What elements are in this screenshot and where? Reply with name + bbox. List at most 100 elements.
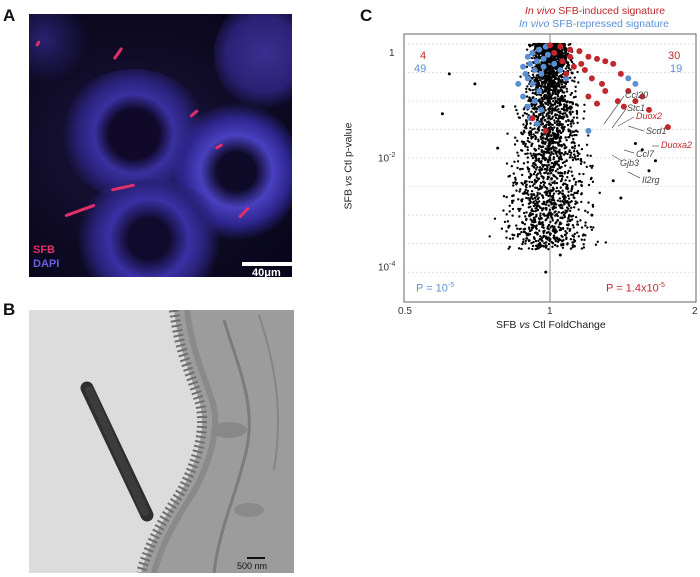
data-point (573, 245, 577, 248)
data-point (561, 175, 564, 178)
data-point (556, 123, 559, 126)
data-point (551, 245, 554, 248)
data-point (560, 43, 563, 46)
data-point (545, 134, 549, 137)
data-point (560, 89, 564, 92)
data-point (549, 148, 553, 151)
data-point (535, 176, 538, 179)
data-point (546, 225, 550, 228)
data-point (562, 81, 565, 84)
data-point (562, 61, 565, 64)
data-point (561, 64, 565, 67)
data-point (550, 103, 553, 106)
data-point (557, 164, 561, 167)
data-point (560, 116, 563, 120)
data-point (529, 79, 532, 82)
data-point (552, 166, 555, 169)
data-point (548, 130, 552, 134)
data-point (543, 45, 547, 48)
data-point (528, 96, 531, 99)
data-point (553, 121, 557, 125)
data-point (556, 62, 559, 65)
data-point (570, 193, 573, 196)
data-point (570, 134, 574, 137)
data-point (545, 74, 549, 78)
data-point (535, 78, 539, 82)
data-point (540, 43, 543, 47)
data-point (560, 75, 563, 79)
data-point (551, 137, 555, 140)
data-point (553, 71, 556, 74)
data-point (534, 134, 537, 138)
data-point (545, 50, 548, 54)
data-point (551, 186, 555, 190)
data-point (515, 108, 518, 112)
data-point (520, 173, 524, 177)
data-point (548, 105, 552, 109)
data-point (551, 43, 554, 47)
data-point (560, 61, 563, 65)
data-point (545, 47, 548, 51)
data-point (573, 80, 576, 83)
data-point (546, 63, 549, 66)
data-point (534, 163, 537, 167)
data-point (547, 50, 551, 53)
data-point (537, 157, 541, 161)
data-point (563, 144, 566, 147)
data-point (550, 43, 553, 47)
data-point (538, 192, 542, 195)
data-point (568, 209, 572, 212)
data-point (552, 45, 555, 48)
data-point (559, 51, 563, 54)
data-point (542, 202, 546, 206)
data-point (543, 50, 546, 54)
data-point (553, 74, 557, 77)
data-point (554, 116, 558, 120)
data-point (540, 85, 543, 88)
data-point (575, 110, 579, 114)
data-point (551, 213, 554, 216)
data-point (534, 207, 537, 210)
data-point (556, 127, 559, 130)
data-point (549, 123, 553, 126)
data-point (580, 184, 584, 188)
data-point (555, 230, 558, 233)
data-point (541, 133, 545, 136)
data-point (568, 106, 571, 109)
data-point (553, 66, 557, 70)
data-point (560, 179, 563, 183)
data-point (536, 131, 539, 134)
data-point (551, 73, 554, 76)
data-point (558, 123, 561, 126)
data-point (530, 80, 533, 84)
data-point (552, 51, 555, 55)
data-point (559, 180, 563, 183)
data-point (548, 64, 551, 68)
data-point (553, 50, 556, 53)
data-point (551, 91, 554, 95)
data-point (532, 61, 535, 65)
data-point (557, 192, 560, 196)
data-point (547, 126, 551, 130)
data-point (550, 43, 553, 46)
data-point (551, 127, 554, 131)
data-point (546, 56, 550, 60)
data-point (526, 161, 530, 164)
data-point (536, 61, 539, 64)
data-point (556, 45, 560, 49)
data-point (553, 51, 556, 55)
data-point (550, 53, 553, 56)
data-point (550, 162, 554, 165)
data-point (546, 127, 549, 131)
data-point (537, 82, 540, 86)
data-point (529, 117, 533, 121)
data-point (563, 75, 567, 78)
data-point (544, 57, 547, 61)
data-point (557, 211, 560, 214)
data-point (569, 151, 573, 154)
data-point (534, 149, 537, 152)
data-point (567, 223, 570, 226)
p-value-right: P = 1.4x10-5 (606, 282, 665, 295)
data-point (552, 132, 555, 136)
data-point (557, 45, 560, 48)
